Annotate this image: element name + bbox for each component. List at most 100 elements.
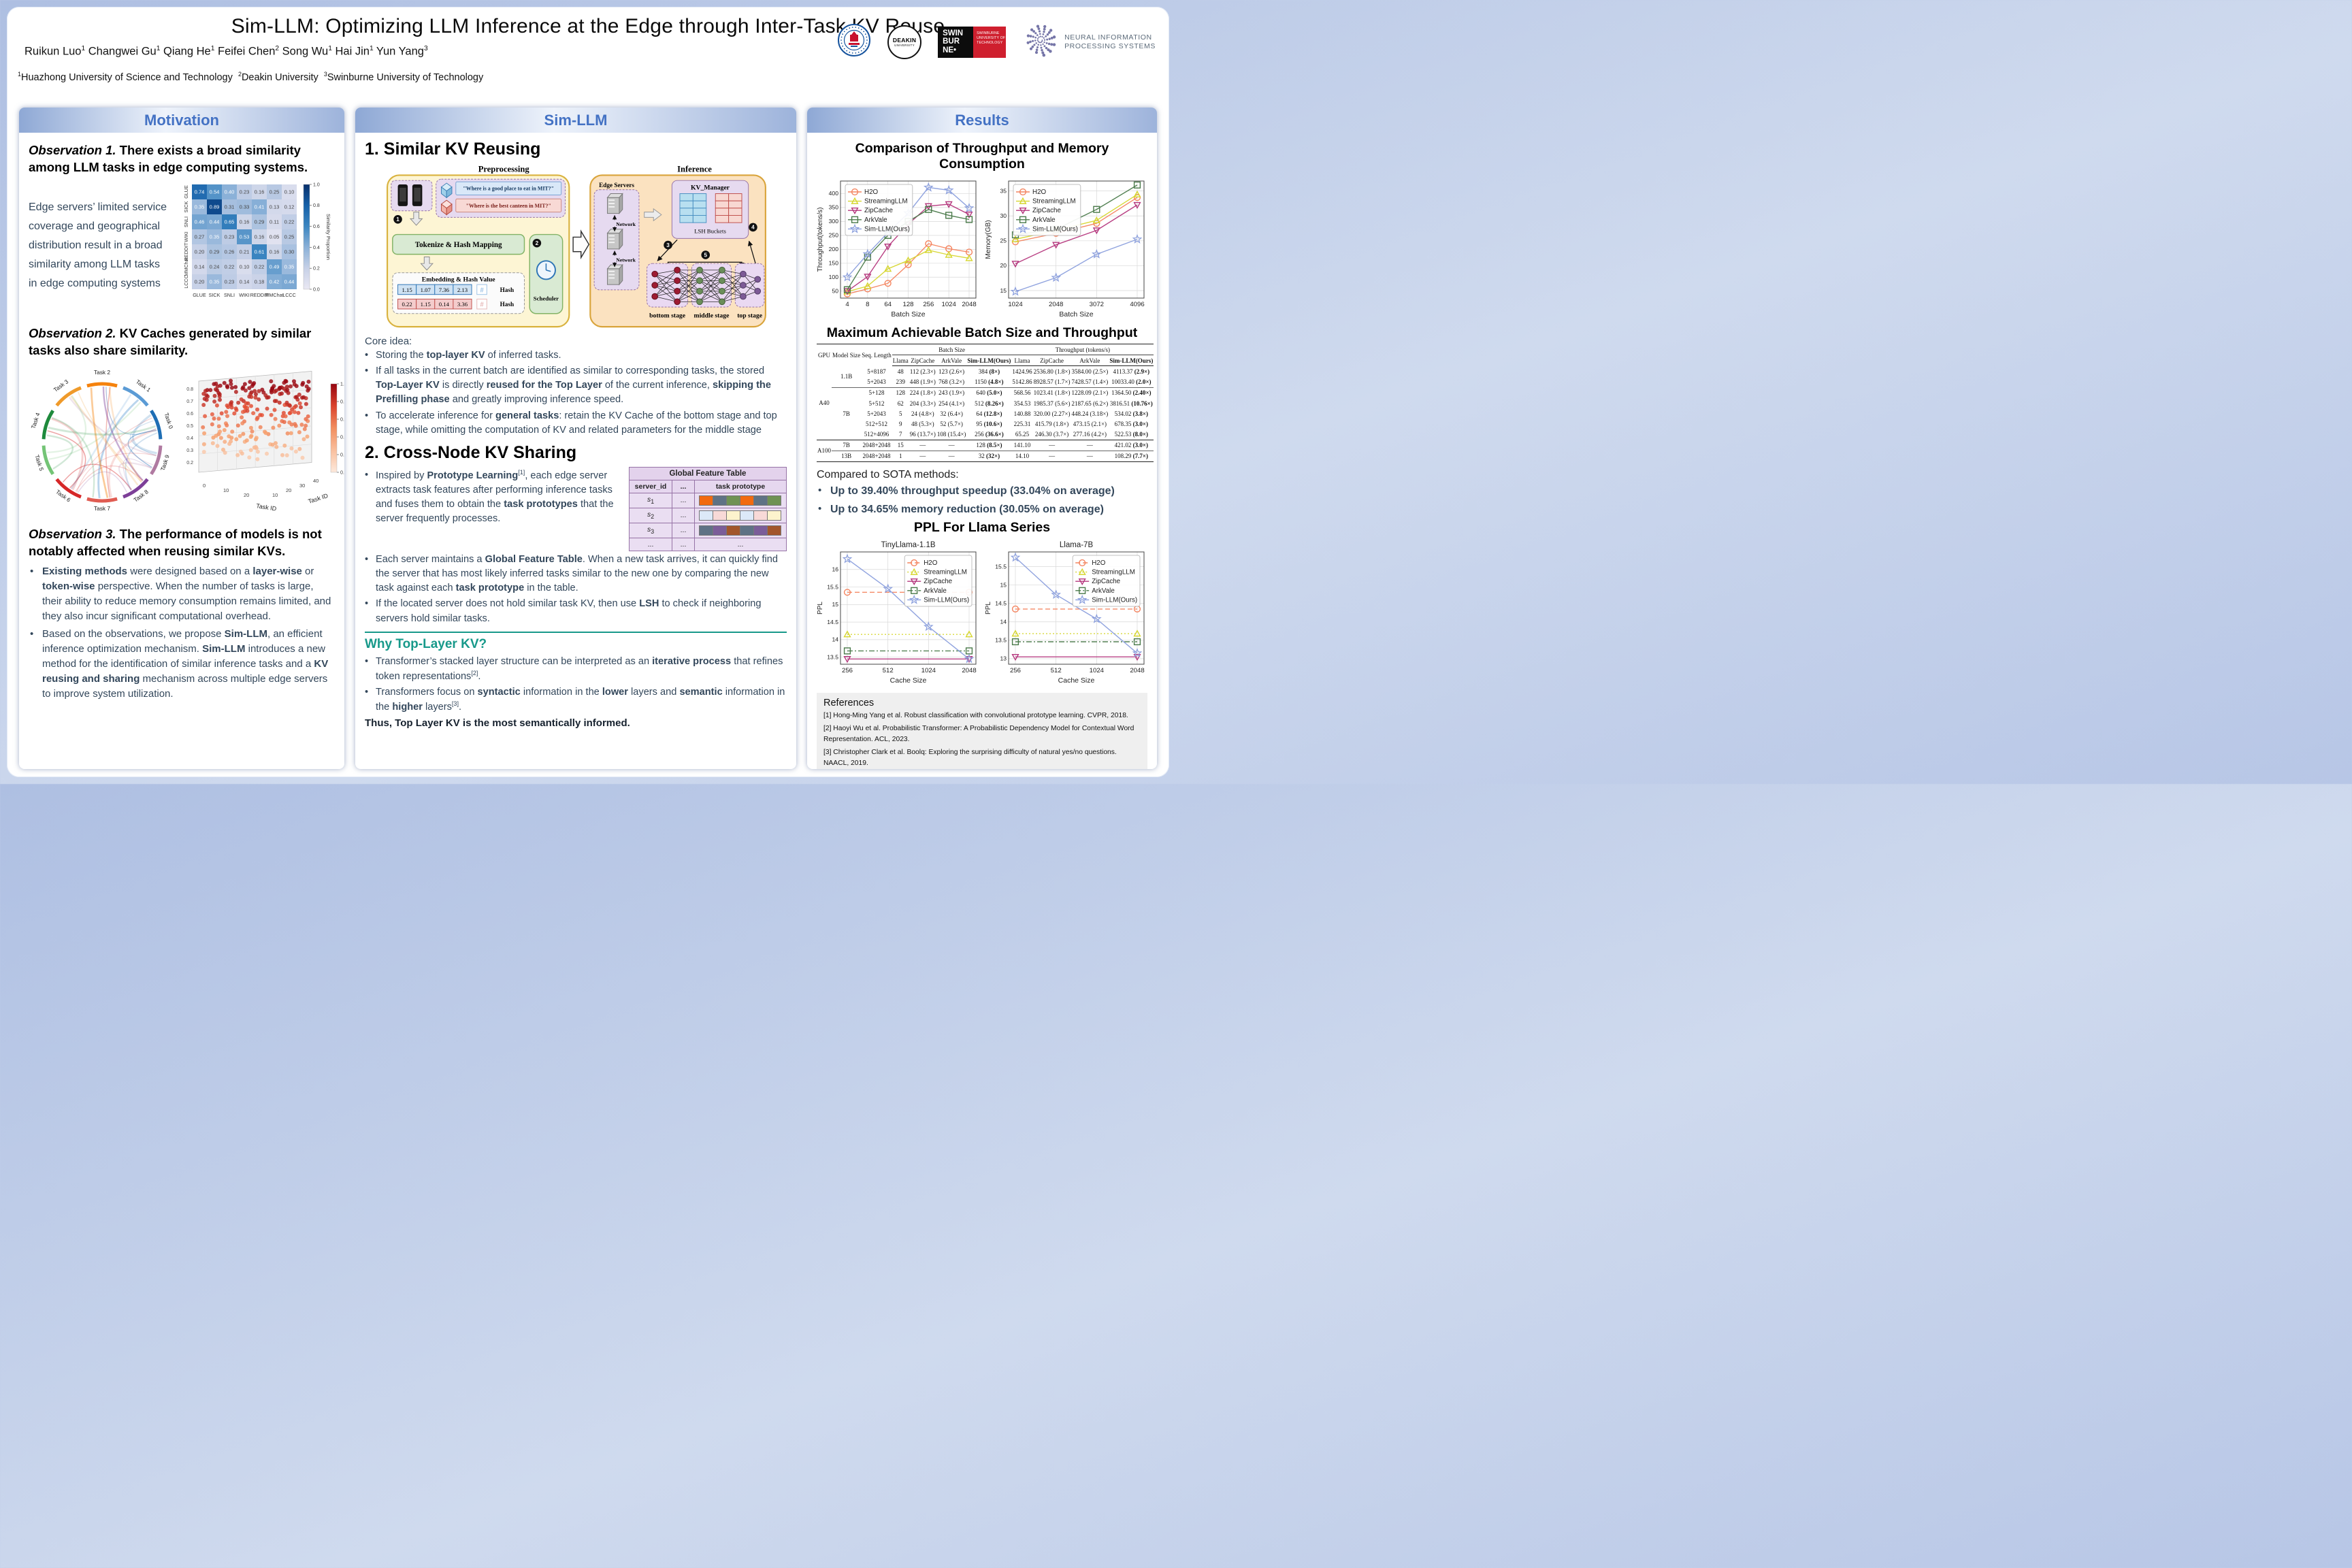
svg-text:Hash: Hash — [500, 287, 514, 293]
svg-text:1.15: 1.15 — [402, 287, 413, 293]
svg-text:3072: 3072 — [1090, 301, 1104, 308]
batch-throughput-table: GPU Model Size Seq. Length Batch Size Throug… — [817, 344, 1154, 463]
svg-text:1.0: 1.0 — [313, 182, 320, 187]
svg-text:4: 4 — [845, 301, 849, 308]
neurips-logo: NEURAL INFORMATION PROCESSING SYSTEMS — [1022, 22, 1156, 62]
cosine-similarity-3d-scatter: 0.8 0.7 0.6 0.5 0.4 0.3 0.2 0 10 20 Task ID 10 20 30 4… — [176, 363, 344, 522]
svg-text:3.36: 3.36 — [457, 301, 468, 308]
svg-text:"Where is the best canteen in: "Where is the best canteen in MIT?" — [466, 203, 551, 209]
svg-text:LCCC: LCCC — [183, 275, 189, 289]
svg-text:16: 16 — [832, 566, 838, 573]
svg-text:0.8: 0.8 — [313, 203, 320, 208]
svg-text:0.23: 0.23 — [240, 189, 250, 195]
references-title: References — [823, 698, 875, 709]
svg-text:ZipCache: ZipCache — [864, 207, 893, 214]
simllm-column: Sim-LLM 1. Similar KV Reusing Preprocess… — [355, 108, 796, 769]
svg-text:Similarity Proportion: Similarity Proportion — [325, 214, 331, 260]
svg-text:1.15: 1.15 — [421, 301, 431, 308]
svg-text:15.5: 15.5 — [995, 564, 1007, 570]
svg-text:15: 15 — [1000, 582, 1007, 589]
list-item: • If all tasks in the current batch are i… — [365, 365, 771, 406]
svg-text:1024: 1024 — [1008, 301, 1023, 308]
list-item: • If the located server does not hold sim… — [365, 598, 762, 624]
svg-text:0.8: 0.8 — [340, 399, 344, 404]
svg-text:0.3: 0.3 — [186, 448, 193, 453]
ppl-tinyllama-chart: TinyLlama-1.1B 13.5 14 14.5 15 15.5 16 256 512 10… — [815, 538, 981, 689]
svg-text:MMChat: MMChat — [183, 257, 189, 276]
svg-text:0: 0 — [203, 483, 206, 489]
svg-text:Cache Size: Cache Size — [1058, 676, 1095, 685]
svg-text:0.29: 0.29 — [210, 249, 220, 255]
svg-text:250: 250 — [829, 232, 839, 239]
svg-text:GLUE: GLUE — [183, 185, 189, 199]
svg-text:0.49: 0.49 — [270, 264, 280, 270]
svg-text:0.22: 0.22 — [255, 264, 265, 270]
svg-text:50: 50 — [832, 288, 838, 295]
hust-logo — [837, 23, 871, 61]
observation-1-body: Edge servers’ limited service coverage a… — [29, 201, 167, 289]
svg-text:PPL: PPL — [817, 602, 824, 615]
svg-text:Preprocessing: Preprocessing — [478, 165, 530, 174]
svg-text:Memory(GB): Memory(GB) — [985, 220, 992, 259]
svg-text:StreamingLLM: StreamingLLM — [864, 198, 908, 206]
svg-text:MMChat: MMChat — [265, 292, 283, 298]
svg-text:0.5: 0.5 — [186, 424, 193, 429]
svg-text:13: 13 — [1000, 655, 1007, 662]
svg-text:0.12: 0.12 — [284, 204, 295, 210]
reference-item: [3] Christopher Clark et al. Boolq: Expl… — [823, 749, 1117, 768]
svg-text:128: 128 — [902, 301, 913, 308]
svg-text:0.16: 0.16 — [270, 249, 280, 255]
svg-text:3: 3 — [666, 242, 670, 248]
svg-text:300: 300 — [829, 218, 839, 225]
svg-text:15: 15 — [832, 602, 838, 608]
svg-text:Batch Size: Batch Size — [1059, 310, 1093, 318]
svg-text:2048: 2048 — [1130, 667, 1144, 674]
svg-text:7.36: 7.36 — [439, 287, 450, 293]
svg-text:64: 64 — [884, 301, 892, 308]
svg-text:0.0: 0.0 — [340, 470, 344, 475]
svg-text:256: 256 — [842, 667, 853, 674]
svg-text:Llama-7B: Llama-7B — [1060, 541, 1094, 549]
svg-text:1024: 1024 — [941, 301, 956, 308]
why-top-layer-kv-title: Why Top-Layer KV? — [365, 631, 787, 652]
svg-text:13.5: 13.5 — [995, 637, 1007, 644]
svg-text:4: 4 — [751, 225, 755, 231]
svg-text:0.31: 0.31 — [225, 204, 235, 210]
svg-text:bottom stage: bottom stage — [649, 312, 686, 320]
svg-text:40: 40 — [313, 478, 318, 484]
svg-text:SNLI: SNLI — [224, 292, 235, 298]
svg-text:0.10: 0.10 — [284, 189, 295, 195]
section-2-title: 2. Cross-Node KV Sharing — [365, 442, 577, 462]
svg-text:StreamingLLM: StreamingLLM — [1032, 198, 1076, 206]
svg-text:Tokenize & Hash Mapping: Tokenize & Hash Mapping — [415, 241, 502, 249]
svg-text:0.29: 0.29 — [255, 219, 265, 225]
svg-text:#: # — [480, 301, 484, 309]
svg-text:0.74: 0.74 — [195, 189, 205, 195]
svg-text:ArkVale: ArkVale — [864, 216, 887, 224]
svg-text:0.35: 0.35 — [210, 279, 220, 285]
svg-text:0.54: 0.54 — [210, 189, 220, 195]
svg-text:ZipCache: ZipCache — [924, 578, 952, 586]
svg-text:Task 9: Task 9 — [159, 453, 171, 471]
list-item: • Based on the observations, we propose S… — [30, 627, 329, 700]
svg-text:Task 0: Task 0 — [163, 412, 174, 429]
svg-text:256: 256 — [1010, 667, 1021, 674]
svg-text:Task 4: Task 4 — [30, 412, 42, 429]
svg-text:14.5: 14.5 — [827, 619, 838, 625]
ppl-llama7b-chart: Llama-7B 13 13.5 14 14.5 15 15.5 256 512 1024 2048… — [983, 538, 1149, 689]
neurips-line1: NEURAL INFORMATION — [1064, 33, 1152, 42]
svg-text:20: 20 — [244, 492, 249, 498]
svg-text:Task 5: Task 5 — [33, 454, 45, 472]
svg-text:0.6: 0.6 — [313, 225, 320, 229]
svg-text:25: 25 — [1000, 238, 1007, 244]
svg-text:0.18: 0.18 — [255, 279, 265, 285]
svg-text:4096: 4096 — [1130, 301, 1144, 308]
svg-text:0.24: 0.24 — [210, 264, 220, 270]
svg-text:GLUE: GLUE — [193, 292, 206, 298]
svg-text:0.44: 0.44 — [210, 219, 220, 225]
poster-columns: Motivation Observation 1. There exists a… — [19, 108, 1157, 769]
svg-text:Hash: Hash — [500, 301, 514, 308]
svg-text:LCCC: LCCC — [282, 292, 296, 298]
svg-text:ArkVale: ArkVale — [1092, 587, 1115, 595]
svg-text:256: 256 — [923, 301, 934, 308]
